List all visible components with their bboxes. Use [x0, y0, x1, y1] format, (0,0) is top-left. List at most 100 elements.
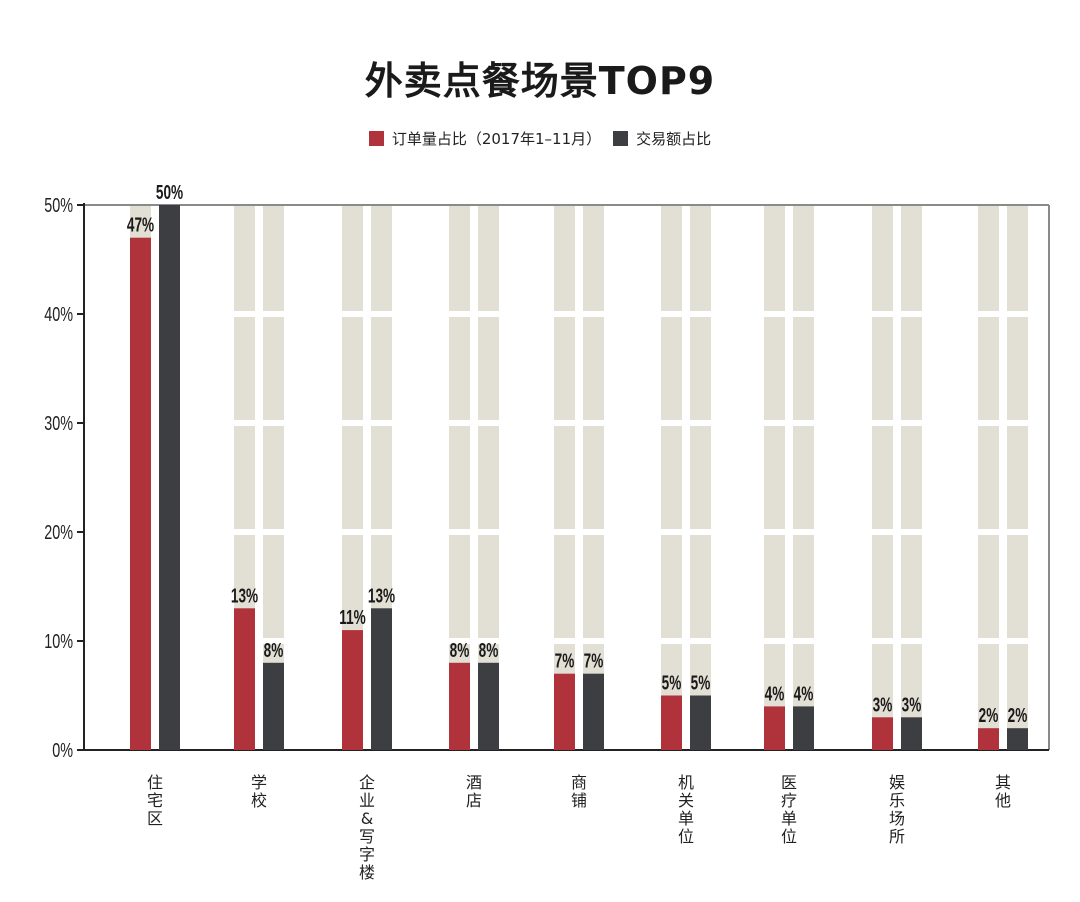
column-separator — [764, 420, 785, 426]
data-bar — [978, 728, 999, 750]
data-label: 5% — [691, 672, 711, 694]
background-column — [342, 205, 363, 750]
x-category-label: 住宅区 — [147, 773, 163, 828]
data-bar — [661, 695, 682, 750]
column-separator — [371, 311, 392, 317]
legend-label-revenue: 交易额占比 — [636, 130, 712, 148]
background-column — [793, 205, 814, 750]
data-bar — [901, 717, 922, 750]
column-separator — [478, 420, 499, 426]
column-separator — [263, 638, 284, 644]
background-column — [449, 205, 470, 750]
x-category-label: 企业&写字楼 — [359, 773, 375, 882]
data-label: 4% — [794, 683, 814, 705]
background-column — [554, 205, 575, 750]
column-separator — [901, 638, 922, 644]
column-separator — [554, 311, 575, 317]
legend-swatch-orders — [368, 131, 384, 146]
column-separator — [342, 311, 363, 317]
legend-item-revenue: 交易额占比 — [613, 128, 711, 149]
data-label: 8% — [450, 639, 470, 661]
column-separator — [554, 420, 575, 426]
column-separator — [661, 638, 682, 644]
data-label: 3% — [873, 694, 893, 716]
data-bar — [1007, 728, 1028, 750]
column-separator — [234, 529, 255, 535]
column-separator — [793, 529, 814, 535]
column-separator — [342, 529, 363, 535]
column-separator — [901, 420, 922, 426]
y-tick-label: 50% — [44, 194, 73, 217]
x-category-label: 娱乐场所 — [889, 773, 905, 846]
background-column — [872, 205, 893, 750]
background-column — [978, 205, 999, 750]
column-separator — [263, 529, 284, 535]
data-label: 2% — [1008, 705, 1028, 727]
y-tick-label: 30% — [44, 412, 73, 435]
column-separator — [901, 529, 922, 535]
column-separator — [690, 420, 711, 426]
data-bar — [478, 662, 499, 750]
column-separator — [764, 638, 785, 644]
data-bar — [583, 673, 604, 750]
column-separator — [872, 420, 893, 426]
data-bar — [690, 695, 711, 750]
x-category-label: 酒店 — [466, 773, 482, 810]
column-separator — [263, 420, 284, 426]
data-bar — [130, 237, 151, 750]
column-separator — [478, 638, 499, 644]
column-separator — [661, 420, 682, 426]
x-category-label: 学校 — [251, 773, 267, 810]
legend-item-orders: 订单量占比（2017年1–11月） — [368, 128, 602, 149]
y-tick-label: 0% — [52, 739, 73, 762]
column-separator — [690, 311, 711, 317]
column-separator — [449, 529, 470, 535]
y-tick-label: 10% — [44, 630, 73, 653]
column-separator — [1007, 311, 1028, 317]
column-separator — [449, 638, 470, 644]
column-separator — [1007, 529, 1028, 535]
column-separator — [661, 311, 682, 317]
data-bar — [371, 608, 392, 750]
legend: 订单量占比（2017年1–11月） 交易额占比 — [0, 128, 1080, 149]
column-separator — [371, 529, 392, 535]
column-separator — [449, 420, 470, 426]
data-bar — [764, 706, 785, 750]
data-label: 2% — [979, 705, 999, 727]
column-separator — [583, 529, 604, 535]
legend-label-orders: 订单量占比（2017年1–11月） — [391, 130, 602, 148]
x-category-label: 商铺 — [571, 773, 587, 810]
column-separator — [371, 420, 392, 426]
background-column — [478, 205, 499, 750]
column-separator — [872, 529, 893, 535]
column-separator — [764, 529, 785, 535]
column-separator — [661, 529, 682, 535]
column-separator — [793, 420, 814, 426]
column-separator — [793, 311, 814, 317]
data-bar — [793, 706, 814, 750]
column-separator — [478, 529, 499, 535]
y-tick-label: 20% — [44, 521, 73, 544]
background-column — [583, 205, 604, 750]
column-separator — [583, 420, 604, 426]
column-separator — [342, 420, 363, 426]
column-separator — [978, 529, 999, 535]
data-bar — [342, 630, 363, 750]
column-separator — [764, 311, 785, 317]
data-label: 8% — [264, 639, 284, 661]
column-separator — [583, 638, 604, 644]
data-label: 50% — [156, 181, 183, 203]
data-bar — [263, 662, 284, 750]
chart-title: 外卖点餐场景TOP9 — [364, 59, 716, 103]
data-label: 5% — [662, 672, 682, 694]
data-bar — [449, 662, 470, 750]
column-separator — [978, 311, 999, 317]
column-separator — [554, 529, 575, 535]
data-label: 13% — [368, 585, 395, 607]
column-separator — [690, 529, 711, 535]
y-tick-label: 40% — [44, 303, 73, 326]
data-label: 4% — [765, 683, 785, 705]
background-column — [1007, 205, 1028, 750]
